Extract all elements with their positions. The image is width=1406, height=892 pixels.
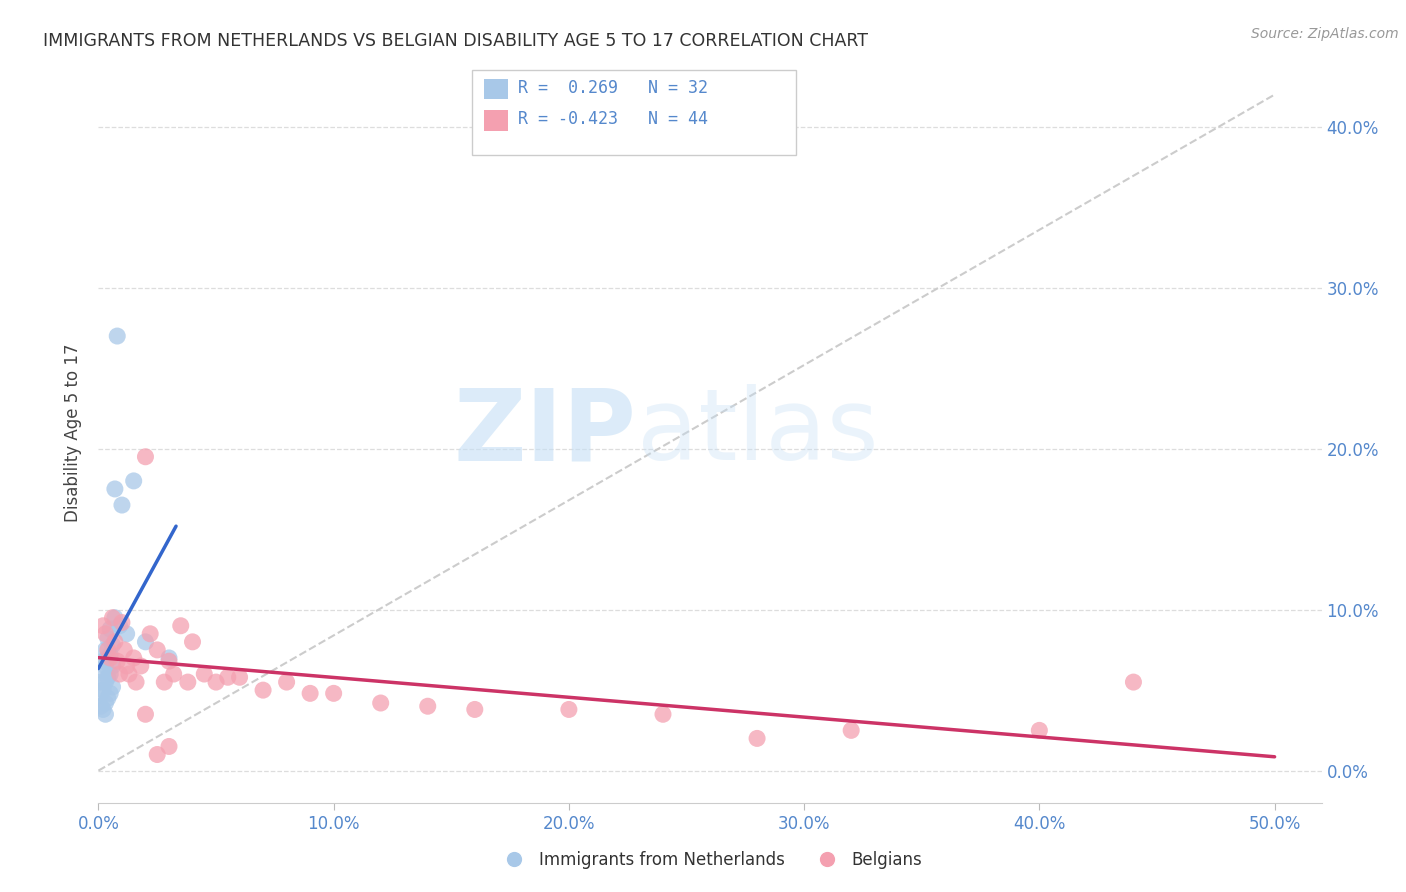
Point [94, 675, 117, 690]
Point [122, 474, 145, 488]
Point [98, 648, 121, 662]
Point [157, 654, 180, 668]
Point [134, 635, 156, 649]
Point [416, 699, 439, 714]
Point [98, 686, 121, 700]
Point [101, 659, 124, 673]
Point [146, 747, 169, 762]
Point [464, 702, 486, 716]
Point [157, 739, 180, 754]
Point [101, 611, 124, 625]
Point [91, 664, 114, 678]
Point [299, 686, 322, 700]
Point [90, 699, 112, 714]
Point [97, 691, 120, 706]
Point [153, 675, 176, 690]
Point [108, 619, 131, 633]
Point [105, 654, 128, 668]
Point [94, 707, 117, 722]
Point [205, 675, 228, 690]
Point [115, 659, 138, 673]
Point [97, 670, 120, 684]
FancyBboxPatch shape [484, 78, 508, 100]
Point [118, 667, 141, 681]
Point [97, 643, 120, 657]
Point [122, 651, 145, 665]
Point [105, 329, 128, 343]
Point [97, 632, 120, 646]
Point [98, 667, 121, 681]
Point [94, 627, 117, 641]
Point [104, 611, 127, 625]
Point [91, 619, 114, 633]
Y-axis label: Disability Age 5 to 17: Disability Age 5 to 17 [65, 343, 83, 522]
Point [193, 667, 215, 681]
Point [94, 696, 117, 710]
Point [125, 675, 148, 690]
Point [146, 643, 169, 657]
Point [276, 675, 298, 690]
Point [115, 627, 138, 641]
Point [170, 619, 193, 633]
Point [91, 683, 114, 698]
Point [252, 683, 274, 698]
Point [139, 627, 162, 641]
Point [108, 667, 131, 681]
FancyBboxPatch shape [484, 110, 508, 130]
Point [104, 482, 127, 496]
Point [98, 622, 121, 636]
Point [1028, 723, 1050, 738]
Point [322, 686, 344, 700]
Point [90, 675, 112, 690]
Point [558, 702, 581, 716]
Point [228, 670, 250, 684]
Point [134, 707, 156, 722]
Point [111, 498, 134, 512]
Point [101, 680, 124, 694]
Point [111, 615, 134, 630]
Text: IMMIGRANTS FROM NETHERLANDS VS BELGIAN DISABILITY AGE 5 TO 17 CORRELATION CHART: IMMIGRANTS FROM NETHERLANDS VS BELGIAN D… [44, 32, 869, 50]
Legend: Immigrants from Netherlands, Belgians: Immigrants from Netherlands, Belgians [491, 845, 929, 876]
Point [90, 686, 112, 700]
Point [745, 731, 768, 746]
Point [370, 696, 392, 710]
Point [112, 643, 135, 657]
Point [91, 654, 114, 668]
Text: R = -0.423   N = 44: R = -0.423 N = 44 [517, 110, 709, 128]
Point [97, 651, 120, 665]
FancyBboxPatch shape [471, 70, 796, 155]
Point [101, 638, 124, 652]
Point [129, 659, 152, 673]
Point [134, 450, 156, 464]
Point [217, 670, 239, 684]
Point [91, 702, 114, 716]
Point [163, 667, 186, 681]
Text: R =  0.269   N = 32: R = 0.269 N = 32 [517, 78, 709, 96]
Point [839, 723, 862, 738]
Point [181, 635, 204, 649]
Point [94, 659, 117, 673]
Point [157, 651, 180, 665]
Text: atlas: atlas [637, 384, 879, 481]
Point [94, 643, 117, 657]
Point [652, 707, 675, 722]
Point [177, 675, 200, 690]
Text: Source: ZipAtlas.com: Source: ZipAtlas.com [1251, 27, 1399, 41]
Point [1122, 675, 1144, 690]
Point [98, 651, 121, 665]
Point [104, 635, 127, 649]
Text: ZIP: ZIP [454, 384, 637, 481]
